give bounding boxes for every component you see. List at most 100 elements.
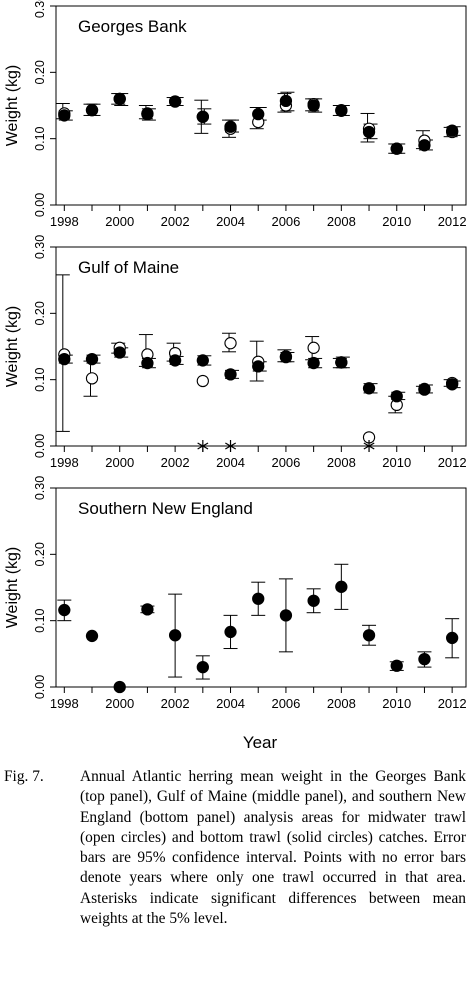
bottom-trawl-point bbox=[141, 107, 154, 121]
bottom-trawl-point bbox=[390, 142, 403, 155]
bottom-trawl-point bbox=[362, 125, 376, 139]
midwater-trawl-point bbox=[85, 372, 99, 385]
x-tick-label: 2008 bbox=[327, 696, 356, 711]
bottom-trawl-point bbox=[168, 95, 182, 108]
significance-asterisk bbox=[363, 440, 375, 452]
y-tick-label: 0.30 bbox=[33, 476, 47, 500]
bottom-trawl-point bbox=[113, 346, 126, 359]
x-tick-label: 2002 bbox=[161, 214, 190, 229]
significance-asterisk bbox=[225, 440, 237, 452]
x-tick-label: 2006 bbox=[271, 696, 300, 711]
y-tick-label: 0.30 bbox=[33, 0, 47, 18]
chart-panel-2: Gulf of Maine Weight (kg) 0.00 0.10 0.20 0.30… bbox=[4, 235, 467, 470]
bottom-trawl-point bbox=[335, 580, 348, 593]
figure-caption: Fig. 7. Annual Atlantic herring mean wei… bbox=[4, 767, 466, 929]
bottom-trawl-point bbox=[141, 356, 154, 370]
bottom-trawl-point bbox=[85, 352, 99, 366]
x-tick-label: 2002 bbox=[161, 455, 190, 470]
y-tick-label: 0.30 bbox=[33, 235, 47, 259]
x-tick-label: 2010 bbox=[382, 455, 411, 470]
y-tick-label: 0.00 bbox=[33, 675, 47, 699]
bottom-trawl-point bbox=[279, 609, 293, 622]
bottom-trawl-point bbox=[141, 603, 154, 616]
y-axis-label: Weight (kg) bbox=[4, 306, 21, 388]
x-tick-label: 2004 bbox=[216, 455, 245, 470]
x-tick-label: 2012 bbox=[438, 214, 467, 229]
asterisk-stroke bbox=[225, 442, 237, 450]
bottom-trawl-point bbox=[335, 103, 348, 117]
y-tick-label: 0.20 bbox=[33, 542, 47, 566]
y-tick-label: 0.10 bbox=[33, 367, 47, 391]
x-tick-label: 2004 bbox=[216, 696, 245, 711]
asterisk-stroke bbox=[363, 442, 375, 450]
x-tick-label: 2008 bbox=[327, 455, 356, 470]
x-tick-label: 2010 bbox=[382, 696, 411, 711]
bottom-trawl-point bbox=[418, 382, 431, 396]
midwater-trawl-point bbox=[224, 337, 237, 350]
x-tick-label: 2000 bbox=[105, 696, 134, 711]
x-axis-title: Year bbox=[243, 733, 278, 752]
bottom-trawl-point bbox=[252, 592, 265, 605]
x-tick-label: 2012 bbox=[438, 455, 467, 470]
bottom-trawl-point bbox=[362, 629, 376, 642]
x-tick-label: 2012 bbox=[438, 696, 467, 711]
y-tick-label: 0.20 bbox=[33, 60, 47, 84]
significance-asterisk bbox=[197, 440, 209, 452]
bottom-trawl-point bbox=[196, 660, 209, 674]
bottom-trawl-point bbox=[113, 92, 126, 106]
bottom-trawl-point bbox=[307, 99, 320, 112]
x-tick-label: 2006 bbox=[271, 455, 300, 470]
x-tick-label: 1998 bbox=[50, 214, 79, 229]
plot-frame bbox=[55, 5, 467, 206]
asterisk-stroke bbox=[197, 442, 209, 450]
y-tick-label: 0.10 bbox=[33, 608, 47, 632]
bottom-trawl-point bbox=[445, 124, 459, 137]
bottom-trawl-point bbox=[113, 680, 126, 694]
x-tick-label: 1998 bbox=[50, 696, 79, 711]
bottom-trawl-point bbox=[445, 631, 459, 645]
bottom-trawl-point bbox=[168, 629, 182, 642]
bottom-trawl-point bbox=[390, 659, 403, 672]
midwater-trawl-point bbox=[196, 374, 209, 388]
x-tick-label: 2006 bbox=[271, 214, 300, 229]
y-tick-label: 0.00 bbox=[33, 434, 47, 458]
x-tick-label: 2004 bbox=[216, 214, 245, 229]
bottom-trawl-point bbox=[224, 368, 237, 381]
y-axis-label: Weight (kg) bbox=[4, 547, 21, 629]
caption-text: Annual Atlantic herring mean weight in t… bbox=[80, 768, 466, 928]
x-tick-label: 2008 bbox=[327, 214, 356, 229]
bottom-trawl-point bbox=[224, 120, 237, 133]
bottom-trawl-point bbox=[445, 378, 459, 391]
x-tick-label: 1998 bbox=[50, 455, 79, 470]
bottom-trawl-point bbox=[335, 356, 348, 369]
panel-title: Southern New England bbox=[78, 499, 253, 518]
bottom-trawl-point bbox=[85, 103, 99, 117]
bottom-trawl-point bbox=[307, 594, 320, 607]
x-tick-label: 2000 bbox=[105, 214, 134, 229]
y-tick-label: 0.00 bbox=[33, 193, 47, 217]
plot-frame bbox=[55, 246, 467, 447]
bottom-trawl-point bbox=[418, 139, 431, 152]
bottom-trawl-point bbox=[307, 356, 320, 370]
bottom-trawl-point bbox=[196, 110, 209, 123]
x-tick-label: 2002 bbox=[161, 696, 190, 711]
panel-title: Georges Bank bbox=[78, 17, 187, 36]
bottom-trawl-point bbox=[85, 629, 99, 643]
bottom-trawl-point bbox=[390, 390, 403, 403]
herring-weight-figure: Year Georges Bank Weight (kg) 0.00 0.10 0.20… bbox=[4, 0, 467, 752]
y-tick-label: 0.10 bbox=[33, 126, 47, 150]
bottom-trawl-point bbox=[418, 652, 431, 666]
plot-frame bbox=[55, 487, 467, 688]
chart-panel-1: Georges Bank Weight (kg) 0.00 0.10 0.20 0.30 1… bbox=[4, 0, 467, 229]
chart-panel-3: Southern New England Weight (kg) 0.00 0.10 0… bbox=[4, 476, 467, 711]
bottom-trawl-point bbox=[279, 350, 293, 364]
y-tick-label: 0.20 bbox=[33, 301, 47, 325]
bottom-trawl-point bbox=[252, 360, 265, 373]
bottom-trawl-point bbox=[224, 625, 237, 639]
caption-label: Fig. 7. bbox=[4, 768, 44, 785]
bottom-trawl-point bbox=[196, 354, 209, 367]
midwater-trawl-point bbox=[307, 341, 320, 354]
x-tick-label: 2000 bbox=[105, 455, 134, 470]
bottom-trawl-point bbox=[58, 352, 71, 366]
bottom-trawl-point bbox=[252, 107, 265, 121]
